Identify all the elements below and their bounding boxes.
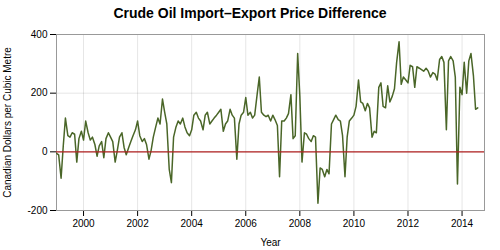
svg-text:0: 0	[42, 146, 48, 157]
svg-text:2012: 2012	[397, 218, 420, 229]
svg-text:Canadian Dollars per Cubic Met: Canadian Dollars per Cubic Metre	[2, 47, 13, 198]
svg-text:Year: Year	[260, 237, 281, 248]
svg-text:2014: 2014	[451, 218, 474, 229]
svg-text:2010: 2010	[343, 218, 366, 229]
svg-text:-200: -200	[27, 205, 47, 216]
svg-text:200: 200	[31, 87, 48, 98]
svg-text:2002: 2002	[126, 218, 149, 229]
svg-text:2000: 2000	[72, 218, 95, 229]
html-text:Crude Oil Import–Export Price: Crude Oil Import–Export Price Difference	[113, 5, 387, 21]
svg-text:400: 400	[31, 29, 48, 40]
svg-text:2006: 2006	[235, 218, 258, 229]
svg-text:2008: 2008	[289, 218, 312, 229]
svg-text:2004: 2004	[181, 218, 204, 229]
